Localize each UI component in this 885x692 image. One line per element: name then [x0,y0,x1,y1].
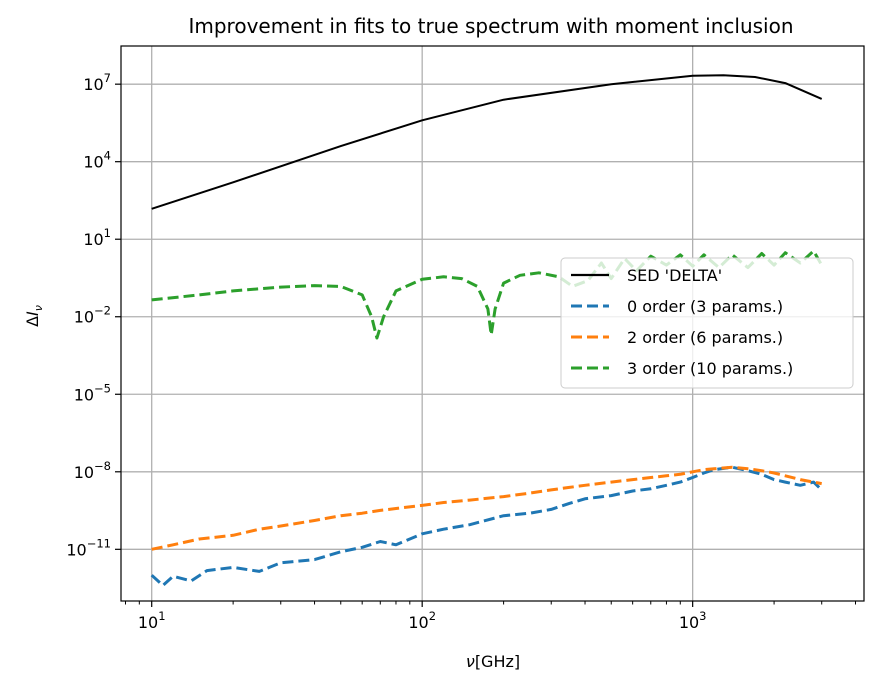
tick-exponent: 4 [104,149,111,163]
tick-base: 10 [138,613,158,632]
y-tick-label: 10−8 [74,459,111,482]
tick-exponent: −2 [94,304,111,318]
tick-base: 10 [74,385,94,404]
tick-base: 10 [83,75,103,94]
tick-exponent: 7 [104,71,111,85]
tick-base: 10 [679,613,699,632]
y-tick-label: 107 [83,71,111,94]
x-tick-label: 102 [408,609,436,632]
y-tick-label: 10−2 [74,304,111,327]
tick-exponent: 1 [158,609,165,623]
y-tick-label: 10−5 [74,381,111,404]
legend-label-2: 2 order (6 params.) [627,328,783,347]
x-axis-unit: [GHz] [475,652,520,671]
y-tick-label: 101 [83,226,111,249]
tick-exponent: −11 [87,536,111,550]
series-line-2 [151,465,822,551]
y-axis-symbol: I [23,311,42,316]
legend-label-0: SED 'DELTA' [627,266,722,285]
x-axis-symbol: ν [466,652,475,671]
tick-base: 10 [408,613,428,632]
y-axis-delta: Δ [23,316,42,327]
grid-lines [121,46,864,601]
legend-box [560,257,854,389]
tick-base: 10 [74,463,94,482]
x-tick-label: 101 [138,609,166,632]
legend-label-1: 0 order (3 params.) [627,297,783,316]
y-axis-title: ΔIν [23,305,45,327]
tick-exponent: 2 [429,609,436,623]
tick-exponent: 3 [699,609,706,623]
tick-base: 10 [83,153,103,172]
series-lines [150,74,824,587]
series-line-3 [151,249,824,340]
tick-base: 10 [74,308,94,327]
tick-base: 10 [83,230,103,249]
series-line-1 [150,465,823,587]
tick-base: 10 [66,540,86,559]
tick-exponent: −8 [94,459,111,473]
tick-exponent: −5 [94,381,111,395]
chart-title: Improvement in fits to true spectrum wit… [188,14,793,38]
y-tick-label: 10−11 [66,536,111,559]
tick-exponent: 1 [104,226,111,240]
y-tick-label: 104 [83,149,111,172]
y-axis-subscript: ν [32,305,45,311]
legend: SED 'DELTA' 0 order (3 params.) 2 order … [560,257,854,389]
plot-frame [120,45,865,602]
legend-label-3: 3 order (10 params.) [627,359,793,378]
series-line-0 [151,74,823,210]
x-tick-label: 103 [679,609,707,632]
x-axis-title: ν[GHz] [466,652,520,671]
